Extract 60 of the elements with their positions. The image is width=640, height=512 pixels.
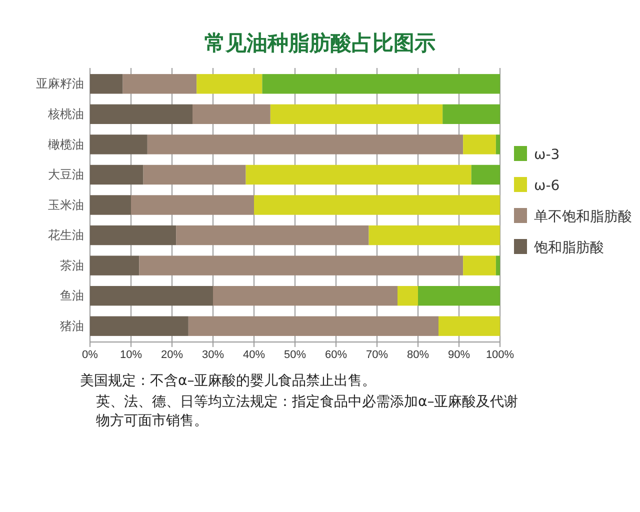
- x-tick-label: 90%: [448, 348, 470, 361]
- bar: [398, 286, 418, 306]
- bar: [90, 134, 148, 154]
- bar: [368, 225, 500, 246]
- x-tick-label: 20%: [160, 348, 184, 361]
- x-tick-label: 30%: [202, 348, 224, 361]
- bar: [188, 316, 438, 336]
- bar: [90, 164, 144, 185]
- legend-label: ω-6: [534, 178, 560, 194]
- text: 美国规定：不含α–亚麻酸的婴儿食品禁止出售。: [80, 372, 378, 391]
- x-tick-label: 100%: [486, 348, 514, 361]
- bar: [90, 225, 176, 246]
- chart-title: 常见油种脂肪酸占比图示: [204, 31, 436, 55]
- bar: [438, 316, 500, 336]
- x-tick-label: 80%: [406, 348, 430, 361]
- bar: [131, 195, 254, 215]
- legend-label: 单不饱和脂肪酸: [534, 209, 632, 225]
- bar: [196, 74, 262, 94]
- bar: [90, 74, 123, 94]
- bar: [192, 104, 270, 124]
- y-tick-label: 亚麻籽油: [36, 76, 84, 91]
- bar: [122, 74, 197, 94]
- bar: [463, 134, 496, 154]
- bar: [90, 195, 131, 215]
- bar: [90, 104, 192, 124]
- bar: [270, 104, 443, 124]
- bar: [254, 195, 500, 215]
- x-tick-label: 40%: [242, 348, 266, 361]
- x-tick-label: 70%: [366, 348, 388, 361]
- y-tick-label: 橄榄油: [48, 137, 84, 152]
- bar: [90, 286, 213, 306]
- bar: [143, 164, 246, 185]
- y-tick-label: 玉米油: [48, 198, 84, 212]
- x-tick-label: 60%: [324, 348, 348, 361]
- bar: [246, 164, 472, 185]
- x-tick-label: 10%: [120, 348, 142, 361]
- y-tick-label: 茶油: [60, 258, 84, 272]
- bar: [213, 286, 398, 306]
- y-tick-label: 大豆油: [48, 168, 84, 182]
- bar: [90, 316, 188, 336]
- bar: [496, 256, 500, 276]
- legend-label: 饱和脂肪酸: [533, 240, 604, 256]
- y-tick-label: 鱼油: [60, 288, 84, 303]
- bar: [262, 74, 500, 94]
- bar: [90, 256, 140, 276]
- bar: [471, 164, 500, 185]
- bar: [496, 134, 500, 154]
- bar: [176, 225, 369, 246]
- bar: [442, 104, 500, 124]
- x-tick-label: 0%: [82, 348, 98, 361]
- bar: [147, 134, 464, 154]
- x-tick-label: 50%: [284, 348, 306, 361]
- text: 英、法、德、日等均立法规定：指定食品中必需添加α–亚麻酸及代谢物方可面市销售。: [95, 393, 520, 431]
- bar: [463, 256, 496, 276]
- y-tick-label: 猪油: [60, 318, 84, 333]
- y-tick-label: 核桃油: [47, 107, 84, 122]
- legend-label: ω-3: [534, 147, 560, 163]
- bar: [418, 286, 500, 306]
- bar: [139, 256, 464, 276]
- y-tick-label: 花生油: [48, 228, 84, 242]
